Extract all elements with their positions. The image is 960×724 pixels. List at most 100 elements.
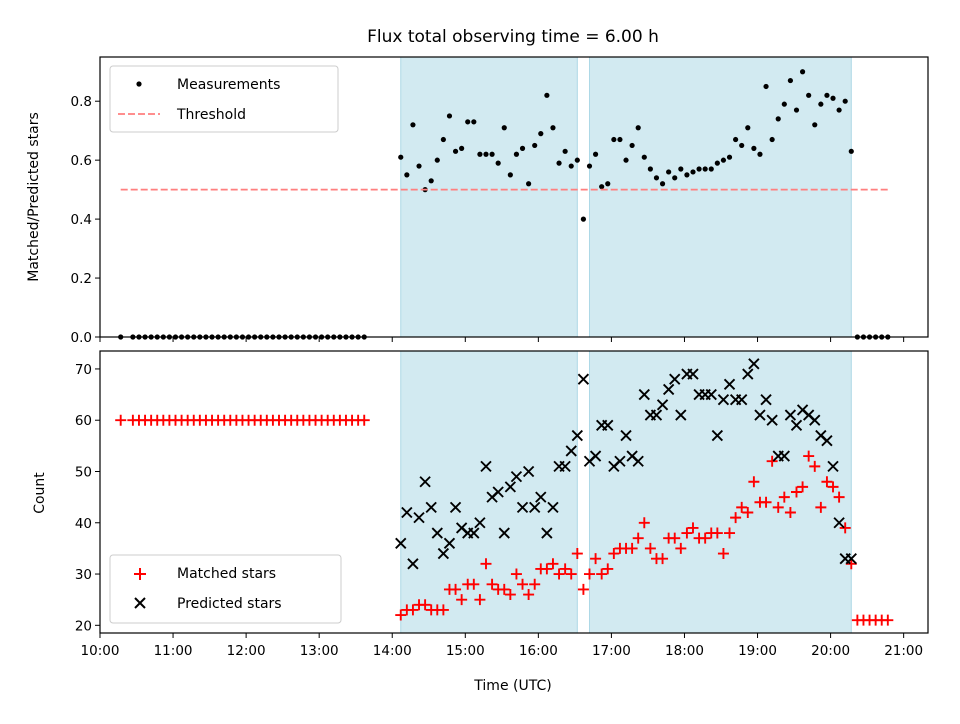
- measurements-point: [623, 157, 629, 163]
- top-x-ticks: [99, 337, 905, 342]
- y-tick-label: 30: [75, 567, 92, 583]
- matched-stars-point: [657, 553, 669, 565]
- matched-stars-point: [821, 476, 833, 488]
- predicted-stars-point: [632, 455, 644, 467]
- predicted-stars-point: [401, 506, 413, 519]
- predicted-stars-point: [535, 491, 547, 503]
- predicted-stars-point: [760, 394, 772, 406]
- top-legend-box: [109, 65, 339, 133]
- predicted-stars-point: [559, 460, 571, 473]
- predicted-stars-point: [480, 460, 492, 473]
- measurements-point: [574, 157, 580, 163]
- x-tick-label: 21:00: [884, 643, 923, 659]
- predicted-stars-point: [602, 419, 614, 432]
- measurements-point: [465, 119, 471, 125]
- y-tick-label: 0.6: [71, 153, 92, 169]
- matched-stars-point: [523, 589, 535, 601]
- matched-stars-point: [687, 522, 699, 534]
- measurements-point: [495, 160, 501, 166]
- legend-measurements-marker: [136, 81, 142, 87]
- matched-stars-point: [498, 583, 510, 595]
- matched-stars-point: [517, 578, 529, 590]
- top-shaded-interval-1: [588, 56, 852, 338]
- matched-stars-point: [115, 414, 127, 426]
- matched-stars-point: [590, 553, 602, 565]
- bottom-y-ticks: 20 30 40 50 60 70: [75, 362, 100, 634]
- predicted-stars-point: [833, 517, 845, 529]
- predicted-stars-point: [449, 501, 462, 514]
- top-panel: 0.00.20.40.60.8 Matched/Predicted stars …: [26, 56, 929, 346]
- matched-stars-point: [790, 486, 802, 498]
- matched-stars-point: [632, 532, 644, 544]
- matched-stars-point: [596, 568, 608, 580]
- measurements-point: [678, 166, 684, 172]
- bottom-x-ticks: 10:00 11:00 12:00 13:00 14:00 15:00 16:00 17:00…: [81, 633, 923, 659]
- predicted-stars-point: [431, 527, 443, 539]
- predicted-stars-point: [742, 368, 754, 380]
- measurements-point: [483, 151, 489, 157]
- top-axes-frame: [99, 56, 929, 338]
- measurements-point: [696, 166, 702, 172]
- predicted-stars-point: [565, 445, 577, 457]
- matched-stars-point: [748, 476, 760, 488]
- matched-stars-point: [766, 455, 778, 467]
- measurements-point: [781, 101, 787, 107]
- matched-stars-point: [882, 614, 894, 626]
- measurements-point: [830, 95, 836, 101]
- predicted-stars-point: [790, 419, 803, 432]
- predicted-stars-point: [748, 358, 760, 370]
- measurements-point: [818, 101, 824, 107]
- measurements-point: [489, 151, 495, 157]
- matched-stars-point: [608, 548, 620, 560]
- top-legend: Measurements Threshold: [109, 65, 339, 133]
- measurements-point: [739, 142, 745, 149]
- x-tick-label: 20:00: [811, 643, 850, 659]
- predicted-stars-point: [498, 527, 510, 539]
- y-tick-label: 50: [75, 464, 92, 480]
- predicted-stars-point: [656, 399, 669, 411]
- measurements-point: [605, 181, 611, 187]
- measurements-point: [793, 107, 800, 113]
- bottom-legend-box: [109, 554, 342, 624]
- matched-stars-point: [815, 501, 827, 513]
- matched-stars-point: [450, 583, 462, 595]
- bottom-legend: Matched stars Predicted stars: [109, 554, 342, 624]
- measurements-point: [562, 148, 568, 154]
- matched-stars-point: [480, 558, 492, 570]
- matched-stars-point: [717, 548, 729, 560]
- x-tick-label: 11:00: [154, 643, 193, 659]
- measurements-point: [592, 151, 599, 157]
- matched-stars-point: [809, 460, 821, 472]
- matched-stars-point: [456, 594, 468, 606]
- x-tick-label: 14:00: [373, 643, 412, 659]
- matched-stars-point: [437, 604, 449, 616]
- measurements-point: [556, 160, 562, 166]
- predicted-stars-point: [784, 409, 797, 421]
- measurements-point: [428, 178, 434, 184]
- measurements-point: [733, 136, 739, 143]
- predicted-stars-point: [705, 388, 717, 401]
- predicted-stars-point: [620, 429, 632, 442]
- predicted-stars-point: [662, 383, 675, 396]
- matched-stars-point: [577, 583, 589, 595]
- predicted-stars-point: [529, 501, 541, 514]
- measurements-point: [526, 181, 532, 187]
- measurements-point: [477, 151, 483, 157]
- legend-measurements-label: Measurements: [177, 77, 280, 93]
- y-tick-label: 60: [75, 413, 92, 429]
- measurements-point: [599, 184, 605, 190]
- predicted-stars-point: [504, 481, 517, 493]
- measurements-point: [659, 181, 666, 187]
- y-tick-label: 0.8: [71, 94, 92, 110]
- y-tick-label: 0.4: [71, 212, 92, 228]
- predicted-stars-point: [754, 409, 766, 421]
- legend-threshold-label: Threshold: [176, 107, 246, 123]
- predicted-stars-point: [736, 394, 748, 406]
- measurements-point: [501, 125, 507, 131]
- measurements-point: [799, 69, 806, 75]
- matched-stars-point: [778, 491, 790, 503]
- matched-stars-point: [669, 532, 681, 544]
- predicted-stars-point: [717, 394, 730, 406]
- predicted-stars-point: [723, 378, 736, 390]
- legend-matched-marker: [134, 568, 146, 580]
